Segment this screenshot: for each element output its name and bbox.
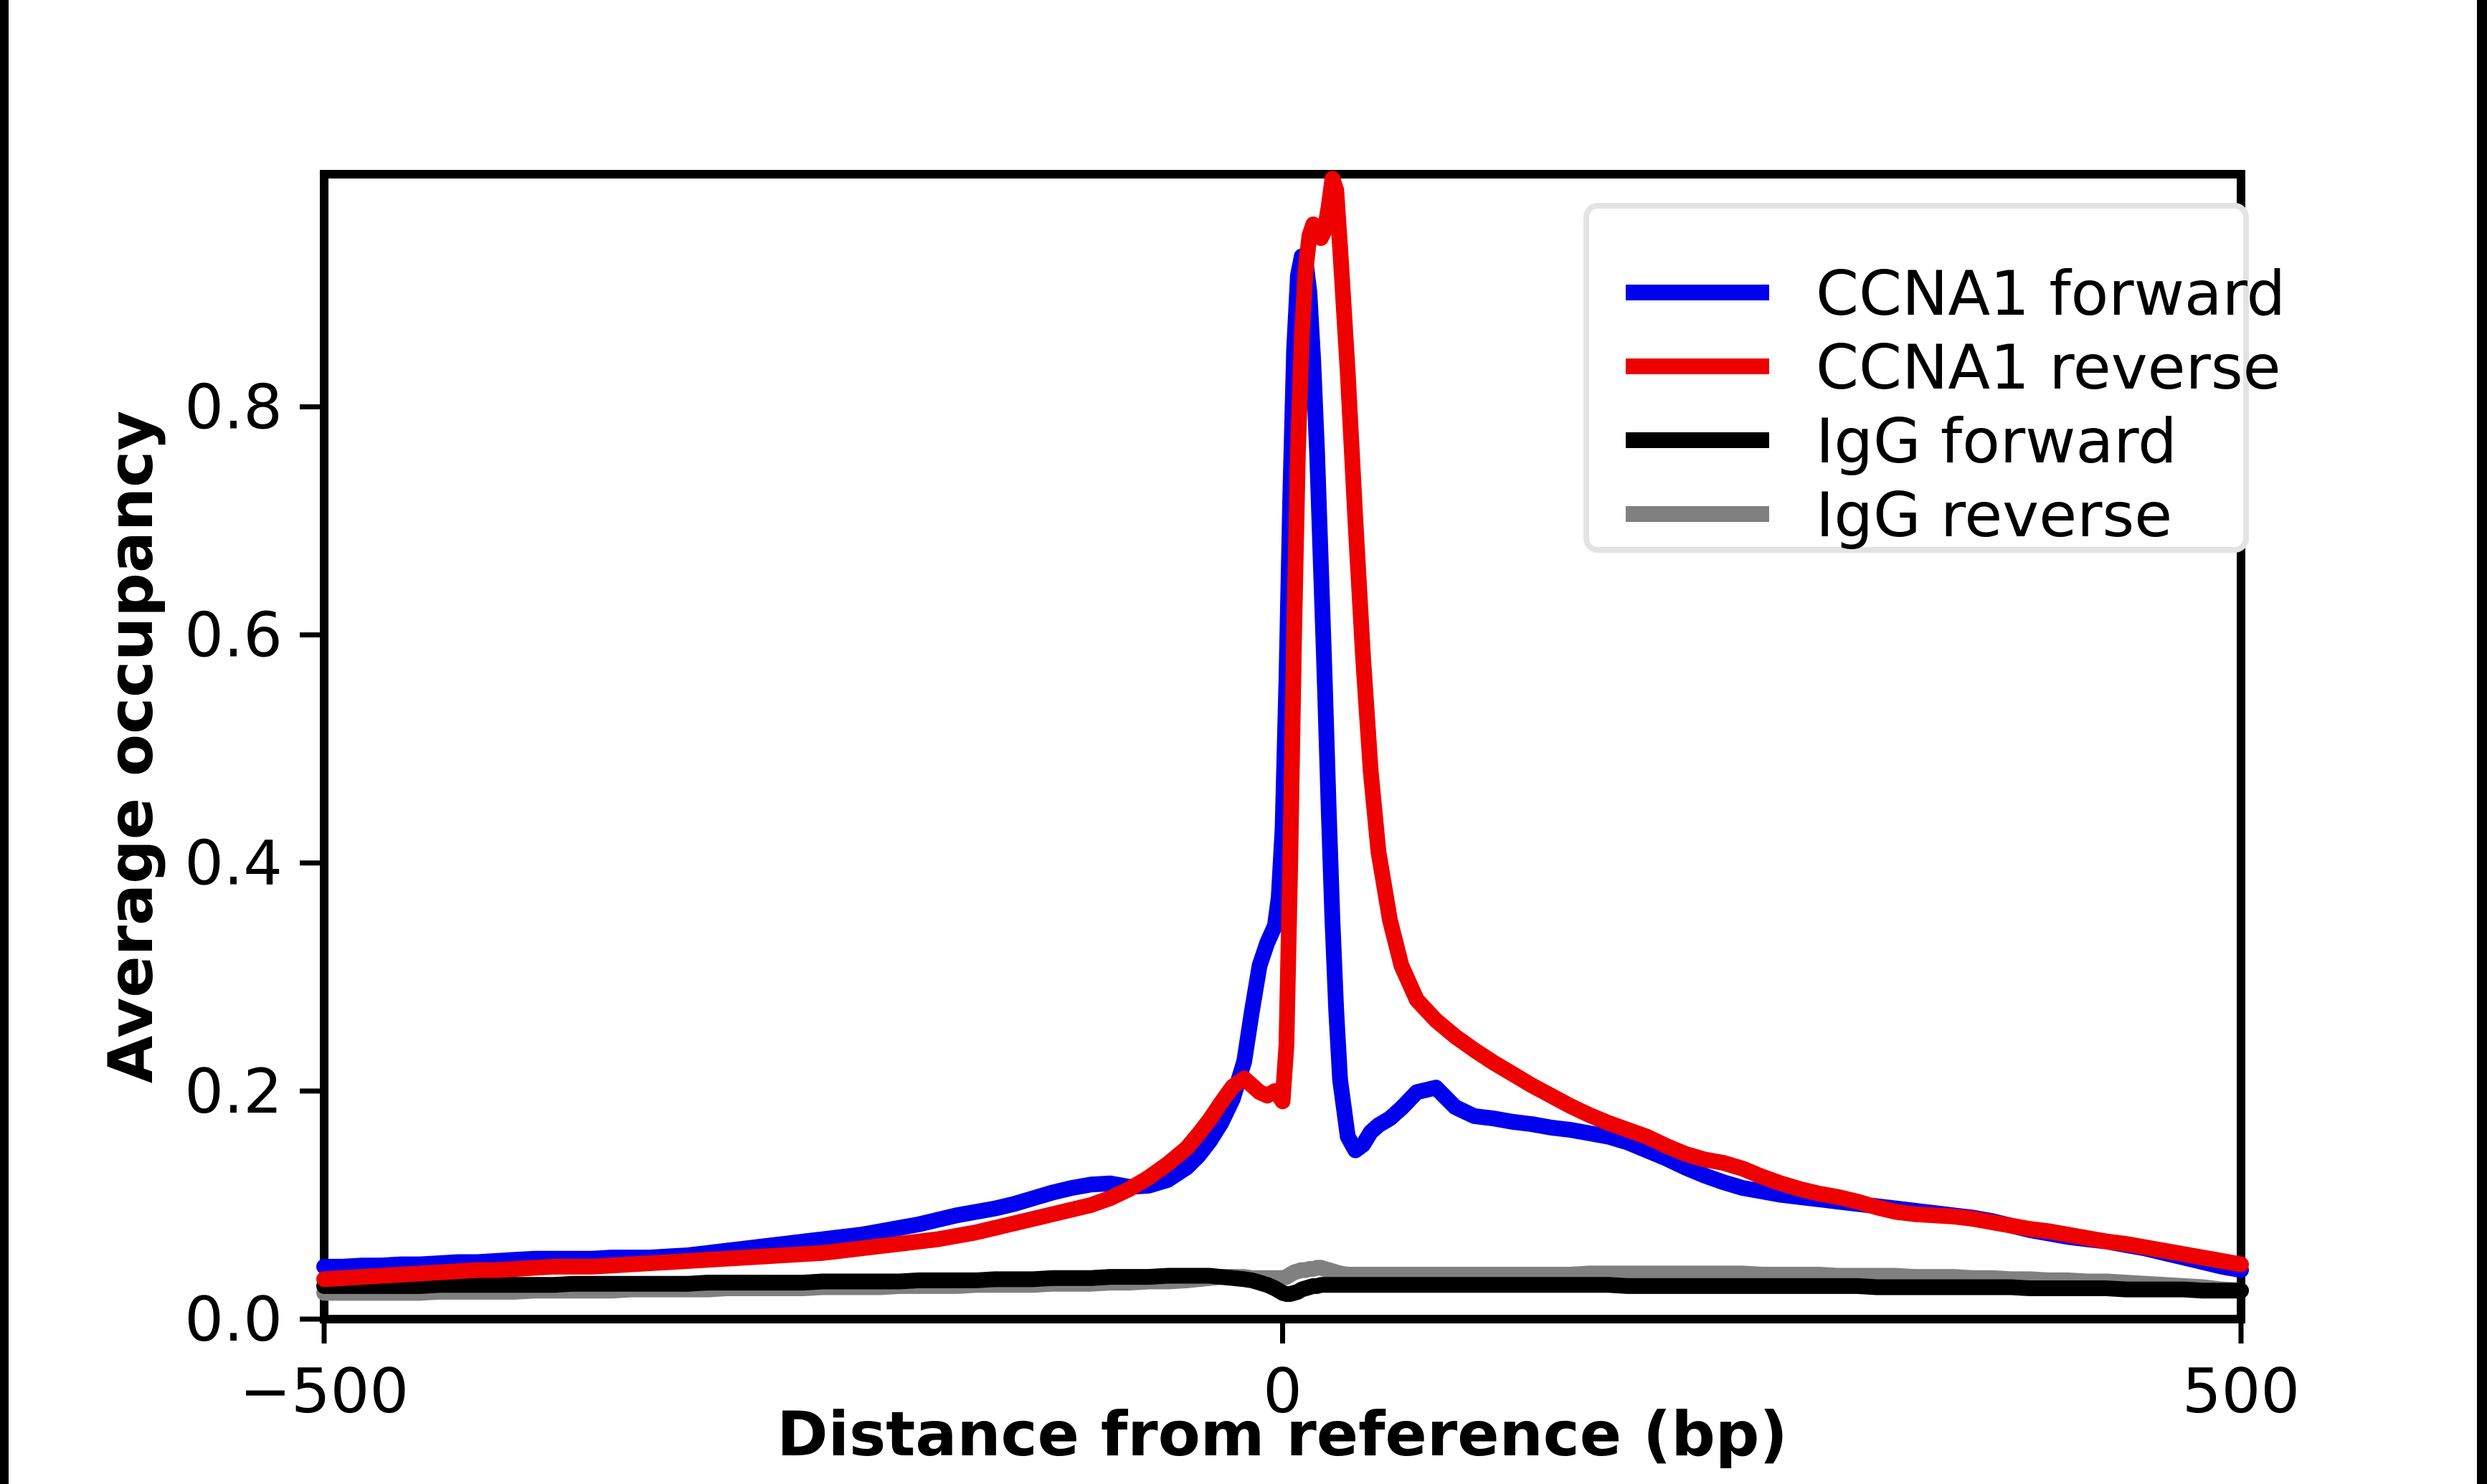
y-tick-label-1: 0.2 (184, 1056, 283, 1128)
chart-plot: 0.0 0.2 0.4 0.6 0.8 −500 0 500 Average occupan… (95, 170, 2300, 1470)
x-tick-label-2: 500 (2182, 1356, 2300, 1427)
legend-label-3: IgG reverse (1816, 480, 2172, 551)
y-tick-label-0: 0.0 (184, 1284, 283, 1356)
x-tick-label-0: −500 (240, 1356, 409, 1427)
legend-label-0: CCNA1 forward (1816, 258, 2285, 330)
x-tick-label-1: 0 (1263, 1356, 1302, 1427)
x-axis-tick-labels: −500 0 500 (240, 1356, 2300, 1427)
y-tick-label-4: 0.8 (184, 371, 283, 443)
x-axis-title: Distance from reference (bp) (777, 1399, 1788, 1470)
y-axis-title: Average occupancy (95, 411, 167, 1083)
x-axis-ticks (321, 1319, 2244, 1343)
series-line-igg-forward (316, 1267, 2249, 1303)
data-series-group (316, 171, 2249, 1303)
legend-label-1: CCNA1 reverse (1816, 332, 2281, 404)
legend-label-2: IgG forward (1816, 406, 2177, 477)
y-tick-label-2: 0.4 (184, 828, 283, 900)
y-tick-label-3: 0.6 (184, 600, 283, 672)
series-line-ccna1-reverse (316, 171, 2249, 1288)
y-axis-tick-labels: 0.0 0.2 0.4 0.6 0.8 (184, 371, 283, 1356)
y-axis-ticks (300, 404, 324, 1322)
